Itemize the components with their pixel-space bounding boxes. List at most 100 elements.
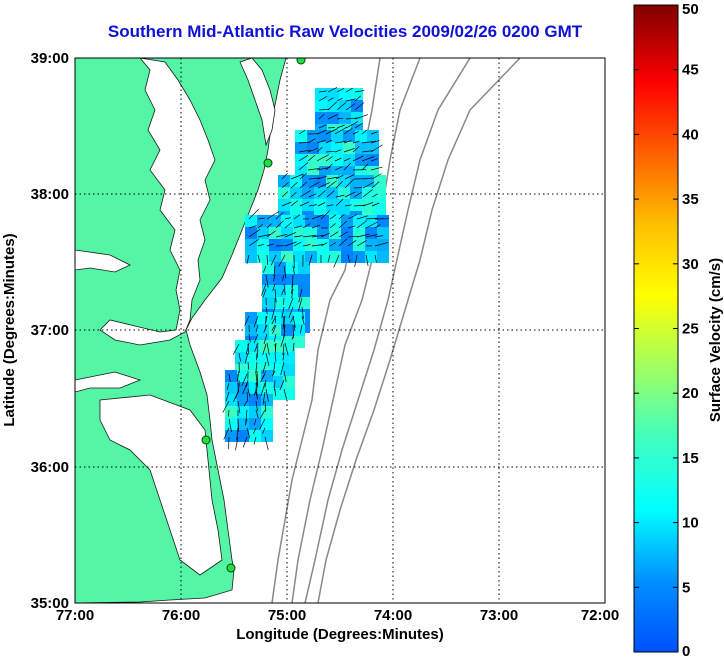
- velocity-arrow: [241, 373, 248, 387]
- velocity-arrow: [233, 391, 239, 403]
- velocity-arrow: [283, 324, 286, 339]
- velocity-cell: [245, 215, 257, 227]
- velocity-arrow: [356, 233, 370, 238]
- velocity-cell: [257, 239, 269, 251]
- velocity-arrow: [299, 181, 308, 189]
- velocity-arrow: [253, 315, 259, 328]
- velocity-arrow: [345, 87, 353, 93]
- velocity-cell: [249, 406, 261, 418]
- velocity-arrow: [243, 400, 248, 407]
- velocity-cell: [377, 227, 389, 239]
- velocity-cell: [350, 187, 362, 199]
- velocity-cell: [286, 274, 298, 286]
- velocity-cell: [290, 187, 302, 199]
- velocity-arrow: [345, 103, 356, 111]
- velocity-cell: [245, 312, 257, 324]
- velocity-arrow: [292, 265, 295, 275]
- velocity-arrow: [329, 214, 337, 220]
- velocity-arrow: [255, 324, 259, 332]
- velocity-arrow: [262, 288, 267, 298]
- velocity-arrow: [352, 146, 360, 153]
- velocity-cell: [305, 251, 317, 263]
- velocity-arrow: [283, 315, 286, 326]
- velocity-cell: [261, 430, 273, 442]
- velocity-arrow: [291, 288, 294, 299]
- velocity-arrow: [344, 174, 355, 180]
- velocity-arrow: [281, 306, 285, 318]
- velocity-cell: [317, 215, 329, 227]
- velocity-cell: [355, 130, 367, 142]
- y-axis-label: Latitude (Degrees:Minutes): [1, 233, 18, 426]
- colorbar-tick-label: 50: [682, 1, 699, 18]
- colorbar-label: Surface Velocity (cm/s): [707, 258, 724, 422]
- velocity-arrow: [336, 97, 343, 102]
- velocity-arrow: [266, 254, 269, 265]
- velocity-cell: [245, 251, 257, 263]
- velocity-arrow: [311, 234, 324, 238]
- velocity-cell: [257, 227, 269, 239]
- velocity-arrow: [326, 180, 337, 189]
- velocity-arrow: [275, 212, 284, 220]
- velocity-arrow: [311, 214, 324, 220]
- velocity-arrow: [290, 173, 304, 180]
- velocity-arrow: [327, 87, 338, 93]
- velocity-cell: [314, 187, 326, 199]
- velocity-arrow: [318, 90, 327, 93]
- colorbar-tick-label: 20: [682, 385, 699, 402]
- velocity-arrow: [280, 361, 285, 376]
- velocity-cell: [377, 239, 389, 251]
- velocity-arrow: [335, 174, 344, 180]
- velocity-arrow: [290, 200, 298, 207]
- velocity-arrow: [255, 382, 258, 397]
- velocity-arrow: [370, 166, 383, 171]
- velocity-arrow: [263, 333, 268, 345]
- velocity-cell: [317, 251, 329, 263]
- velocity-arrow: [338, 220, 348, 229]
- velocity-arrow: [308, 254, 313, 266]
- velocity-arrow: [352, 131, 359, 135]
- velocity-arrow: [257, 223, 263, 229]
- colorbar-tick-label: 35: [682, 191, 699, 208]
- velocity-arrow: [365, 217, 378, 220]
- velocity-cell: [298, 297, 310, 309]
- velocity-arrow: [226, 382, 230, 390]
- bathymetry-contours: [271, 58, 521, 603]
- velocity-arrow: [327, 97, 334, 102]
- velocity-arrow: [242, 382, 248, 395]
- velocity-cell: [293, 215, 305, 227]
- velocity-arrow: [343, 147, 355, 153]
- velocity-arrow: [317, 202, 326, 207]
- velocity-arrow: [283, 283, 286, 295]
- velocity-cell: [261, 370, 273, 382]
- velocity-arrow: [316, 139, 326, 144]
- velocity-arrow: [228, 418, 232, 433]
- velocity-cell: [319, 142, 331, 154]
- velocity-arrow: [284, 222, 292, 229]
- velocity-cell: [283, 388, 295, 400]
- velocity-cell: [374, 187, 386, 199]
- velocity-arrow: [352, 140, 360, 144]
- velocity-arrow: [374, 224, 381, 229]
- velocity-cell: [350, 199, 362, 211]
- colorbar-tick-label: 0: [682, 643, 690, 659]
- velocity-cell: [271, 352, 283, 364]
- velocity-arrow: [228, 409, 230, 417]
- velocity-arrow: [255, 391, 258, 400]
- velocity-cell: [271, 340, 283, 352]
- velocity-arrow: [299, 173, 307, 180]
- velocity-cell: [283, 340, 295, 352]
- velocity-cell: [295, 142, 307, 154]
- velocity-arrow: [232, 343, 240, 355]
- velocity-arrow: [316, 154, 329, 162]
- velocity-cell: [293, 312, 305, 324]
- velocity-arrow: [307, 154, 316, 162]
- velocity-arrow: [292, 315, 296, 328]
- velocity-cell: [249, 394, 261, 406]
- velocity-arrow: [356, 240, 367, 247]
- velocity-cell: [262, 297, 274, 309]
- velocity-arrow: [361, 140, 376, 144]
- x-tick-label: 77:00: [56, 607, 94, 624]
- velocity-cell: [341, 251, 353, 263]
- velocity-cell: [302, 199, 314, 211]
- velocity-arrow: [336, 124, 345, 129]
